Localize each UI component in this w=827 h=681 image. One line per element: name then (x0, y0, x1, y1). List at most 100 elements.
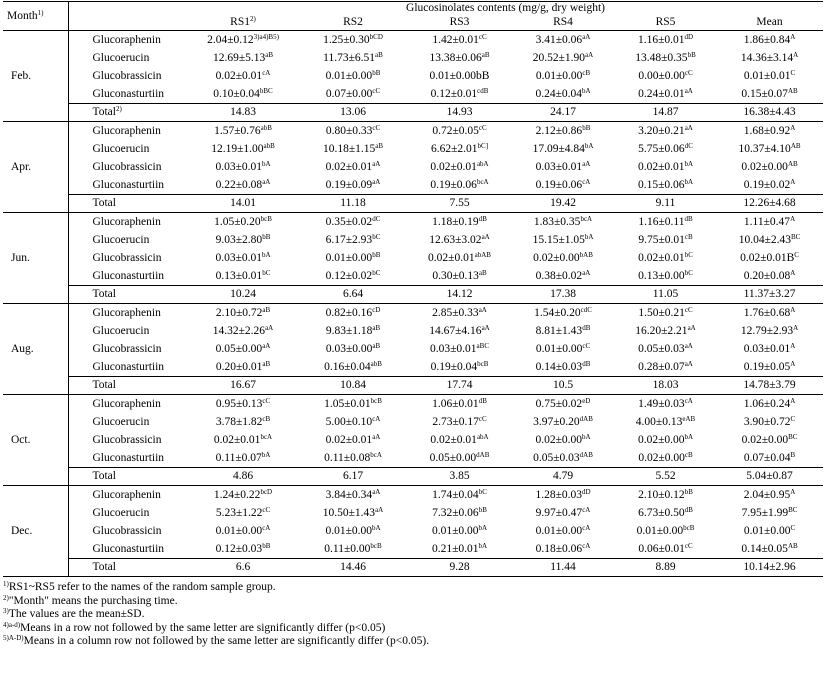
total-value: 6.6 (188, 558, 298, 577)
value-cell: 0.01±0.00cB (535, 68, 591, 82)
total-label: Total2) (68, 103, 188, 122)
total-value: 14.93 (408, 103, 511, 122)
value-cell: 0.35±0.02dC (325, 214, 381, 228)
value-cell: 3.20±0.21aA (638, 123, 693, 137)
value-cell: 1.83±0.35bcA (533, 214, 593, 228)
value-cell: 0.13±0.00bC (638, 268, 693, 282)
total-value: 24.17 (511, 103, 615, 122)
total-value: 12.26±4.68 (716, 194, 824, 213)
compound-name: Glucoerucin (92, 324, 150, 337)
value-cell: 0.03±0.01aBC (429, 341, 489, 355)
value-cell: 1.57±0.76abB (214, 123, 272, 137)
value-cell: 9.75±0.01cB (638, 232, 693, 246)
column-header-rs4: RS4 (511, 15, 615, 31)
value-cell: 0.02±0.00bA (637, 432, 694, 446)
table-row: Gluconasturtiin 0.12±0.03bB 0.11±0.00bcB 0.… (3, 540, 823, 559)
value-cell: 0.19±0.02A (743, 177, 796, 191)
value-cell: 1.16±0.11dB (638, 214, 693, 228)
value-cell: 0.01±0.00cC (535, 341, 591, 355)
value-cell: 10.04±2.43BC (738, 232, 801, 246)
value-cell: 0.02±0.01BC (740, 250, 799, 264)
compound-name: Glucoerucin (92, 415, 150, 428)
total-value: 11.18 (298, 194, 408, 213)
value-cell: 17.09±4.84bA (532, 141, 594, 155)
value-cell: 0.18±0.06cA (535, 541, 591, 555)
value-cell: 0.02±0.00AB (741, 159, 798, 173)
value-cell: 0.12±0.01cdB (430, 86, 489, 100)
value-cell: 3.84±0.34aA (325, 487, 381, 501)
table-row: Jun. Glucoraphenin 1.05±0.20bcB 0.35±0.02dC… (3, 212, 823, 304)
value-cell: 0.07±0.04B (743, 450, 796, 464)
value-cell: 0.95±0.13cC (215, 396, 271, 410)
compound-name: Glucoerucin (92, 51, 150, 64)
value-cell: 0.02±0.00cB (638, 450, 693, 464)
value-cell: 6.73±0.50dB (638, 505, 693, 519)
value-cell: 1.86±0.84A (743, 32, 796, 46)
value-cell: 1.06±0.01dB (432, 396, 487, 410)
total-value: 14.46 (298, 558, 408, 577)
total-row: Total 10.24 6.64 14.12 17.38 11.05 11.37±3.27 (3, 285, 824, 304)
value-cell: 2.12±0.86bB (535, 123, 591, 137)
value-cell: 0.07±0.00cC (325, 86, 381, 100)
value-cell: 11.73±6.51aB (323, 50, 383, 64)
table-row: Glucoerucin 9.03±2.80bB 6.17±2.93bC 12.63±3… (3, 231, 823, 249)
table-row: Glucoerucin 12.69±5.13aB 11.73±6.51aB 13.38… (3, 49, 823, 67)
value-cell: 6.17±2.93bC (325, 232, 381, 246)
value-cell: 0.19±0.06bcA (430, 177, 489, 191)
total-value: 18.03 (615, 376, 716, 395)
value-cell: 0.38±0.02aA (535, 268, 591, 282)
table-row: Glucobrassicin 0.03±0.01bA 0.02±0.01aA 0.02… (3, 158, 823, 176)
value-cell: 1.24±0.22bcD (213, 487, 273, 501)
footnote: 4)a-d)Means in a row not followed by the… (3, 620, 386, 634)
value-cell: 2.10±0.72aB (215, 305, 271, 319)
total-value: 5.52 (615, 467, 716, 486)
value-cell: 7.95±1.99BC (741, 505, 798, 519)
value-cell: 1.49±0.03cA (638, 396, 693, 410)
value-cell: 0.01±0.00bB (325, 68, 381, 82)
value-cell: 0.21±0.01bA (431, 541, 488, 555)
value-cell: 6.62±2.01bC] (430, 141, 489, 155)
compound-name: Glucoerucin (92, 506, 150, 519)
value-cell: 13.48±0.35bB (635, 50, 696, 64)
total-value: 11.05 (615, 285, 716, 304)
table-row: Gluconasturtiin 0.20±0.01aB 0.16±0.04abB 0.… (3, 358, 823, 377)
value-cell: 0.14±0.03dB (535, 359, 591, 373)
value-cell: 0.01±0.00bcB (636, 523, 695, 537)
footnote: 3)The values are the mean±SD. (3, 607, 145, 621)
value-cell: 1.28±0.03dD (535, 487, 591, 501)
value-cell: 1.18±0.19dB (432, 214, 487, 228)
table-row: Gluconasturtiin 0.13±0.01bC 0.12±0.02bC 0.3… (3, 267, 823, 286)
value-cell: 0.10±0.04bBC (213, 86, 273, 100)
table-row: Glucobrassicin 0.02±0.01bcA 0.02±0.01aA 0.0… (3, 431, 823, 449)
value-cell: 1.54±0.20cdC (534, 305, 592, 319)
compound-name: Glucobrassicin (92, 251, 162, 264)
total-value: 14.87 (615, 103, 716, 122)
value-cell: 0.01±0.00bB (325, 250, 381, 264)
total-label: Total (68, 376, 188, 395)
value-cell: 10.37±4.10AB (738, 141, 801, 155)
value-cell: 15.15±1.05bA (532, 232, 594, 246)
value-cell: 0.02±0.00BC (741, 432, 798, 446)
table-row: Oct. Glucoraphenin 0.95±0.13cC 1.05±0.01bcB… (3, 394, 823, 486)
month-label: Jun. (3, 212, 69, 304)
value-cell: 0.02±0.01abA (430, 159, 489, 173)
total-value: 16.38±4.43 (716, 103, 824, 122)
value-cell: 0.11±0.08bcA (324, 450, 382, 464)
table-body: Feb. Glucoraphenin 2.04±0.123)a4)B5) 1.25±0… (3, 30, 824, 577)
total-value: 9.28 (408, 558, 511, 577)
footnote: 1)RS1~RS5 refer to the names of the rand… (3, 580, 276, 594)
column-header-rs5: RS5 (615, 15, 716, 31)
table-row: Gluconasturtiin 0.10±0.04bBC 0.07±0.00cC 0.… (3, 85, 823, 104)
compound-name: Gluconasturtiin (92, 360, 165, 373)
total-value: 5.04±0.87 (716, 467, 824, 486)
value-cell: 0.05±0.03aA (638, 341, 693, 355)
compound-name: Glucoraphenin (92, 215, 161, 228)
total-value: 17.74 (408, 376, 511, 395)
value-cell: 0.15±0.06bA (637, 177, 694, 191)
total-row: Total 4.86 6.17 3.85 4.79 5.52 5.04±0.87 (3, 467, 824, 486)
compound-name: Glucoraphenin (92, 33, 161, 46)
table-row: Gluconasturtiin 0.22±0.08aA 0.19±0.09aA 0.1… (3, 176, 823, 195)
compound-name: Glucobrassicin (92, 160, 162, 173)
total-value: 9.11 (615, 194, 716, 213)
value-cell: 0.05±0.00dAB (429, 450, 490, 464)
